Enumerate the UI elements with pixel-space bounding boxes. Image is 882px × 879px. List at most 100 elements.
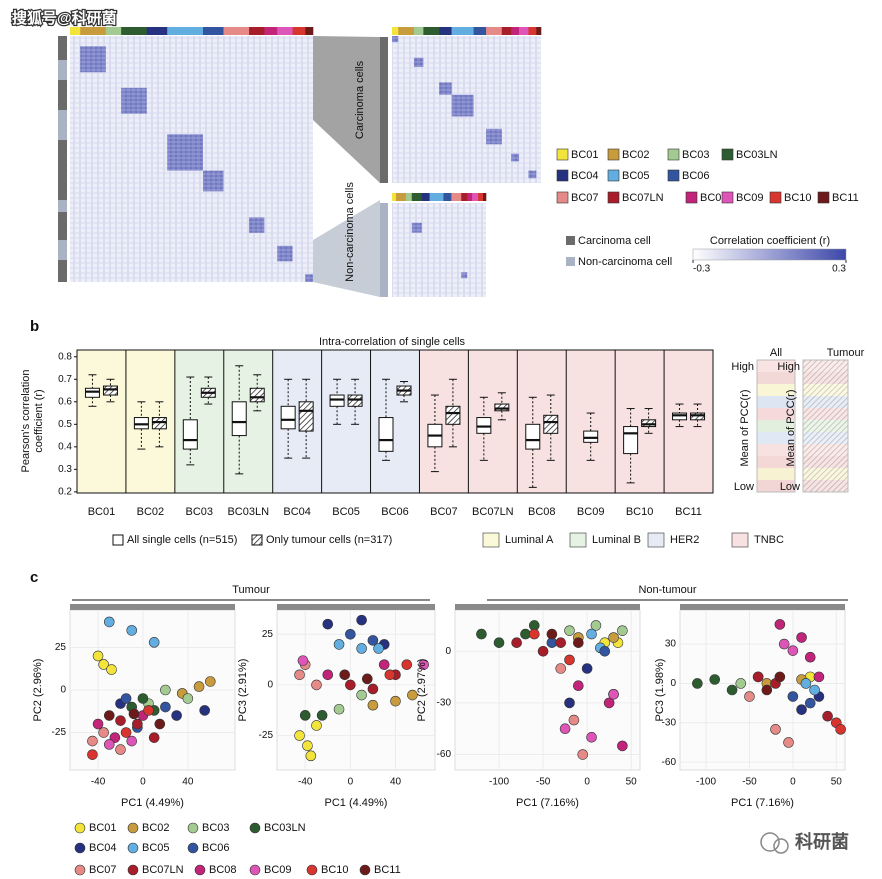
legend-swatch [667,148,680,161]
point [692,678,703,689]
cluster-label: Carcinoma cells [354,60,366,139]
point [333,703,345,715]
legend-label: BC06 [682,170,710,182]
rank-low: Low [734,481,754,493]
box [133,417,149,430]
box [672,412,688,421]
sample-strip [70,27,81,35]
point [345,629,356,640]
legend-swatch [647,532,665,548]
box [280,405,296,430]
rank-frame [756,359,796,493]
sample-strip [439,27,452,35]
rank-column: All [770,347,782,359]
point [92,718,104,730]
point [774,619,786,630]
point [294,730,305,741]
heatmap-block [121,87,147,114]
subtype-band [370,350,420,493]
y-tick-label: 0.4 [58,441,72,452]
sample-strip [443,193,452,201]
point [109,732,121,743]
sample-strip [305,27,314,35]
x-tick-label: BC01 [88,506,116,518]
point [813,671,825,683]
x-tick-label: 0 [348,777,354,788]
sample-strip [398,27,415,35]
legend-label: BC07LN [622,192,664,204]
point [617,625,628,636]
point [835,724,846,735]
panel-label: b [30,318,39,335]
sample-strip [536,27,542,35]
legend-label: BC10 [784,192,812,204]
sample-strip [264,27,278,35]
y-tick-label: 25 [262,629,274,640]
y-tick-label: -25 [52,727,67,738]
x-axis-label: PC1 (7.16%) [731,797,794,809]
point [752,671,764,683]
point [378,659,390,670]
legend-swatch [667,169,680,182]
chart-title: Intra-correlation of single cells [319,336,466,348]
point [373,643,384,654]
subtype-band [125,350,175,493]
legend-marker [194,864,206,876]
point [783,737,794,748]
point [617,740,628,752]
point [115,744,126,755]
box [102,385,118,396]
point [822,710,833,722]
x-tick-label: 40 [390,777,402,788]
legend-marker [187,842,199,854]
cell-type-strip [58,240,67,260]
plot-strip [455,604,640,610]
legend-swatch [569,532,587,548]
subtype-band [517,350,567,493]
point [115,715,126,726]
legend-swatch [556,169,569,182]
sample-strip [249,27,265,35]
x-tick-label: 40 [182,777,194,788]
point [92,650,104,662]
x-tick-label: BC04 [283,506,311,518]
legend-label: BC05 [622,170,650,182]
x-tick-label: 50 [626,777,638,788]
watermark: 搜狐号@科研菌 [12,9,117,27]
heatmap-block [528,170,537,179]
sample-strip [80,27,107,35]
x-tick-label: -100 [696,777,716,788]
point [796,704,807,715]
legend-swatch [251,534,263,546]
x-tick-label: 0 [790,777,796,788]
heatmap-block [80,46,106,73]
x-tick-label: -40 [298,777,313,788]
point [599,645,611,657]
sample-strip [167,27,204,35]
legend-swatch [721,148,734,161]
heatmap-block [486,128,502,145]
x-tick-label: BC03LN [227,506,269,518]
y-axis-label: coefficient (r) [33,389,45,452]
legend-label: BC03 [202,822,230,834]
point [98,659,109,670]
heatmap-block [249,217,265,233]
y-tick-label: 0.3 [58,464,72,475]
point [770,724,781,735]
y-tick-label: 0.5 [58,419,72,430]
point [586,628,597,640]
legend-marker [74,842,86,854]
point [573,680,584,691]
legend-swatch [607,191,620,204]
colorbar-tick-label: 0.3 [832,264,846,275]
point [804,651,816,663]
sample-strip [146,27,168,35]
legend-label: BC07 [571,192,599,204]
x-tick-label: 50 [831,777,843,788]
point [103,739,115,750]
point [528,628,540,640]
point [581,663,593,674]
legend-label: BC03LN [736,149,778,161]
heatmap-block [411,222,422,233]
legend-swatch [769,191,782,204]
